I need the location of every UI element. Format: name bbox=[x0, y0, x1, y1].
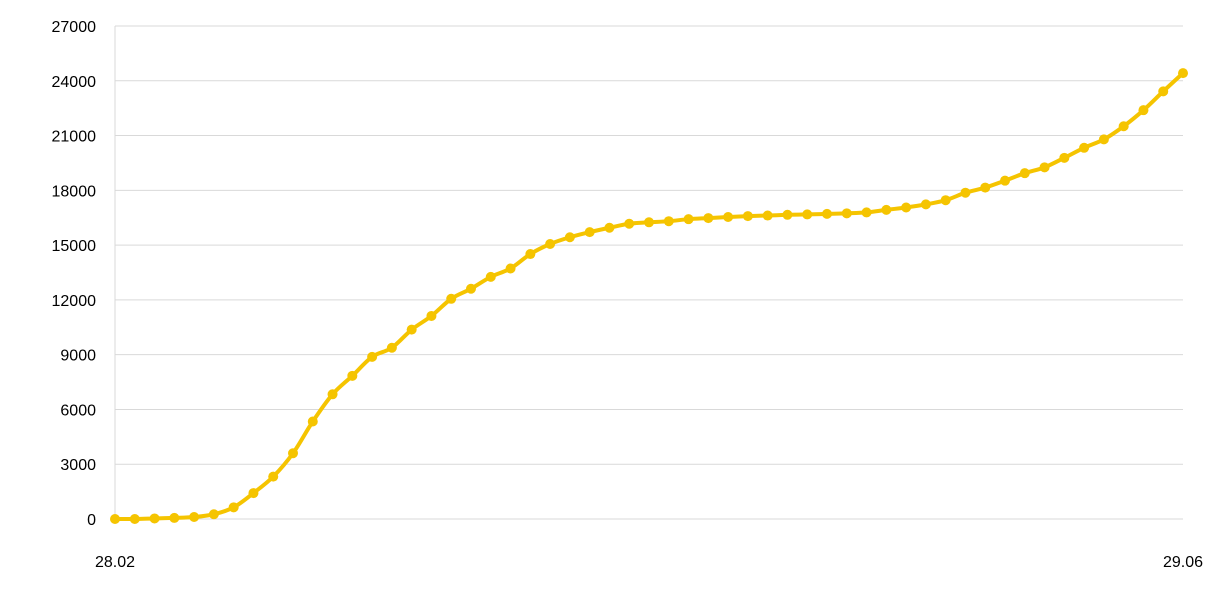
y-tick-label: 27000 bbox=[52, 19, 97, 36]
data-point bbox=[624, 218, 635, 229]
data-point bbox=[505, 263, 516, 274]
data-point bbox=[466, 283, 476, 294]
series-line bbox=[113, 71, 1185, 522]
y-tick-label: 12000 bbox=[52, 293, 97, 310]
data-point bbox=[604, 222, 615, 233]
y-tick-label: 3000 bbox=[60, 457, 96, 474]
data-point bbox=[822, 208, 832, 219]
data-point bbox=[545, 239, 556, 250]
gridlines bbox=[114, 25, 1183, 520]
data-point bbox=[663, 216, 674, 227]
data-point bbox=[129, 514, 140, 524]
data-point bbox=[841, 208, 852, 219]
data-point bbox=[703, 213, 714, 224]
data-point bbox=[881, 204, 892, 215]
data-point bbox=[1178, 68, 1188, 79]
data-point bbox=[920, 199, 931, 210]
data-point bbox=[248, 488, 259, 499]
data-point bbox=[584, 227, 595, 238]
y-tick-label: 9000 bbox=[60, 348, 96, 365]
x-axis-tick-labels: 28.02 29.06 bbox=[95, 554, 1203, 571]
x-tick-label: 29.06 bbox=[1163, 554, 1203, 571]
data-point bbox=[169, 512, 180, 523]
data-point bbox=[683, 214, 694, 225]
data-point bbox=[1158, 86, 1169, 97]
data-point bbox=[960, 187, 971, 198]
data-point bbox=[762, 210, 773, 221]
data-point bbox=[723, 211, 734, 222]
data-point bbox=[802, 209, 813, 220]
data-point bbox=[940, 195, 951, 206]
data-point bbox=[446, 293, 457, 304]
data-point bbox=[189, 511, 200, 522]
data-point bbox=[288, 448, 298, 459]
y-tick-label: 24000 bbox=[52, 74, 97, 91]
data-point bbox=[644, 217, 654, 228]
data-point bbox=[386, 342, 397, 353]
data-point bbox=[861, 207, 872, 218]
data-point bbox=[149, 513, 160, 524]
data-point bbox=[1000, 175, 1010, 186]
data-point bbox=[1039, 162, 1050, 173]
data-point bbox=[110, 514, 120, 524]
y-axis-tick-labels: 0 3000 6000 9000 12000 15000 18000 21000 24000 27… bbox=[52, 19, 97, 529]
data-point bbox=[208, 509, 219, 520]
data-point bbox=[347, 370, 358, 381]
data-point bbox=[782, 209, 793, 220]
data-point bbox=[1059, 152, 1070, 163]
y-tick-label: 21000 bbox=[52, 129, 97, 146]
series-layer bbox=[110, 68, 1188, 524]
data-point bbox=[980, 182, 991, 193]
data-point bbox=[485, 271, 496, 282]
y-tick-label: 0 bbox=[87, 512, 96, 529]
data-point bbox=[228, 502, 239, 513]
data-point bbox=[1118, 121, 1129, 132]
y-tick-label: 18000 bbox=[52, 183, 97, 200]
data-point bbox=[525, 249, 536, 260]
x-tick-label: 28.02 bbox=[95, 554, 135, 571]
data-point bbox=[1079, 142, 1090, 153]
data-point bbox=[1019, 168, 1030, 179]
data-point bbox=[426, 310, 437, 321]
data-point bbox=[742, 211, 753, 222]
y-tick-label: 6000 bbox=[60, 402, 96, 419]
data-point bbox=[307, 416, 318, 427]
data-point bbox=[406, 324, 417, 335]
data-point bbox=[327, 389, 338, 400]
data-point bbox=[1138, 105, 1149, 116]
data-point bbox=[901, 202, 912, 213]
y-tick-label: 15000 bbox=[52, 238, 97, 255]
data-point bbox=[1098, 134, 1109, 145]
data-point bbox=[268, 471, 279, 482]
data-point bbox=[564, 232, 575, 243]
data-point bbox=[367, 351, 378, 362]
